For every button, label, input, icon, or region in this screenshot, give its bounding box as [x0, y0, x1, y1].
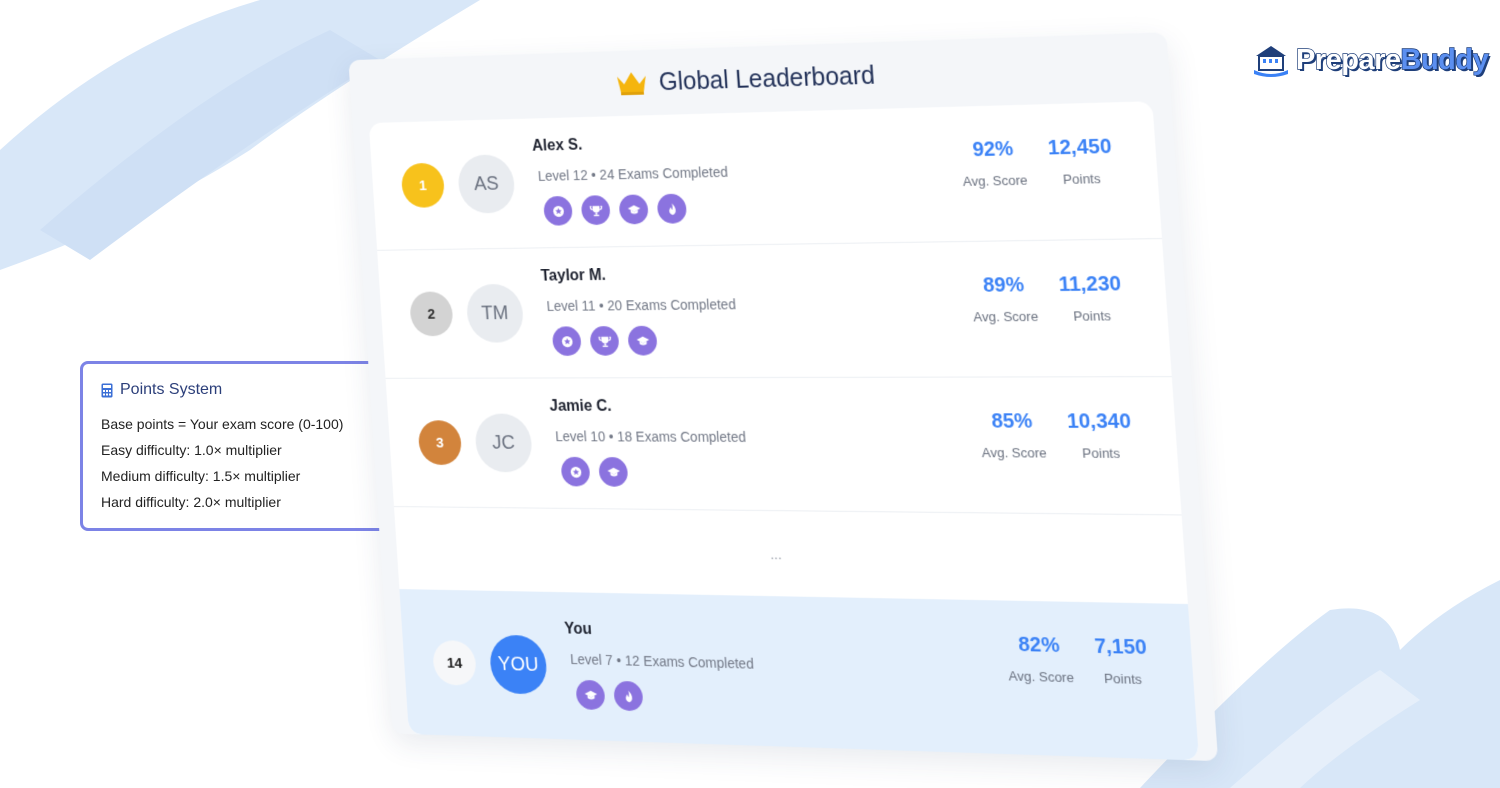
star-icon[interactable]	[552, 326, 582, 356]
fire-icon[interactable]	[656, 194, 687, 224]
graduation-cap-icon[interactable]	[618, 194, 649, 224]
points-label: Points	[1050, 171, 1115, 188]
achievement-badges	[560, 457, 749, 488]
avg-score: 82% Avg. Score	[1006, 633, 1075, 685]
points-value: 7,150	[1094, 635, 1148, 660]
achievement-badges	[575, 680, 757, 715]
avg-score: 89% Avg. Score	[970, 274, 1038, 325]
points-label: Points	[1096, 670, 1149, 687]
leaderboard-gap: ...	[394, 507, 1188, 604]
building-icon	[1252, 42, 1290, 78]
rank-badge: 3	[417, 420, 462, 465]
points: 7,150 Points	[1094, 635, 1150, 687]
avg-score-label: Avg. Score	[962, 172, 1028, 189]
user-info: Taylor M. Level 11 • 20 Exams Completed	[539, 245, 741, 377]
avg-score-value: 92%	[960, 138, 1026, 163]
points-value: 12,450	[1047, 135, 1112, 160]
brand-name: PrepareBuddy	[1296, 46, 1488, 75]
trophy-icon[interactable]	[581, 195, 611, 225]
user-stats: 85% Avg. Score 10,340 Points	[979, 410, 1134, 461]
points: 11,230 Points	[1058, 273, 1124, 324]
avatar: TM	[465, 284, 524, 343]
avg-score-label: Avg. Score	[973, 309, 1039, 325]
points-value: 11,230	[1058, 273, 1122, 297]
achievement-badges	[552, 325, 740, 356]
trophy-icon[interactable]	[589, 326, 619, 356]
current-user-row[interactable]: 14 YOU You Level 7 • 12 Exams Completed …	[399, 589, 1199, 760]
brand-logo[interactable]: PrepareBuddy	[1252, 42, 1488, 78]
points-label: Points	[1060, 308, 1124, 324]
points: 10,340 Points	[1066, 410, 1133, 461]
user-meta: Level 11 • 20 Exams Completed	[546, 296, 736, 314]
avatar: AS	[457, 154, 516, 213]
points-rule: Hard difficulty: 2.0× multiplier	[101, 489, 404, 515]
user-name: Alex S.	[532, 133, 727, 156]
user-stats: 92% Avg. Score 12,450 Points	[960, 135, 1114, 189]
leaderboard-row[interactable]: 1 AS Alex S. Level 12 • 24 Exams Complet…	[369, 101, 1162, 251]
brand-name-part1: Prepare	[1296, 44, 1401, 76]
user-stats: 82% Avg. Score 7,150 Points	[1006, 633, 1150, 687]
calculator-icon	[101, 383, 113, 398]
user-name: Taylor M.	[540, 265, 734, 285]
avg-score-label: Avg. Score	[1008, 668, 1074, 685]
points-system-title: Points System	[120, 381, 222, 399]
leaderboard-title: Global Leaderboard	[658, 61, 876, 97]
user-meta: Level 10 • 18 Exams Completed	[555, 428, 747, 445]
graduation-cap-icon[interactable]	[575, 680, 605, 710]
avg-score-value: 82%	[1006, 633, 1073, 658]
user-name: Jamie C.	[549, 398, 744, 416]
graduation-cap-icon[interactable]	[627, 326, 658, 356]
brand-name-part2: Buddy	[1401, 44, 1489, 76]
avg-score-value: 85%	[979, 410, 1046, 434]
points-rule: Medium difficulty: 1.5× multiplier	[101, 463, 404, 489]
graduation-cap-icon[interactable]	[598, 457, 628, 487]
crown-icon	[614, 70, 648, 97]
avg-score: 92% Avg. Score	[960, 138, 1028, 189]
user-meta: Level 7 • 12 Exams Completed	[570, 651, 755, 672]
leaderboard-row[interactable]: 3 JC Jamie C. Level 10 • 18 Exams Comple…	[386, 377, 1182, 515]
points-system-header: Points System	[101, 381, 404, 399]
points-value: 10,340	[1066, 410, 1131, 434]
points-rule: Easy difficulty: 1.0× multiplier	[101, 437, 404, 463]
rank-badge: 2	[409, 291, 454, 336]
avatar: YOU	[489, 635, 549, 695]
user-info: You Level 7 • 12 Exams Completed	[562, 592, 759, 746]
star-icon[interactable]	[543, 196, 573, 226]
leaderboard-list: 1 AS Alex S. Level 12 • 24 Exams Complet…	[369, 101, 1199, 760]
star-icon[interactable]	[560, 457, 590, 487]
avg-score-value: 89%	[970, 274, 1036, 298]
user-info: Jamie C. Level 10 • 18 Exams Completed	[548, 378, 751, 510]
points-label: Points	[1069, 445, 1134, 461]
points-rule: Base points = Your exam score (0-100)	[101, 411, 404, 437]
rank-badge: 14	[432, 640, 477, 686]
avg-score-label: Avg. Score	[981, 445, 1047, 461]
points: 12,450 Points	[1047, 135, 1114, 187]
user-name: You	[564, 621, 752, 643]
user-info: Alex S. Level 12 • 24 Exams Completed	[530, 113, 732, 247]
avg-score: 85% Avg. Score	[979, 410, 1047, 460]
rank-badge: 1	[400, 163, 445, 208]
user-meta: Level 12 • 24 Exams Completed	[537, 164, 728, 184]
avatar: JC	[474, 414, 534, 473]
fire-icon[interactable]	[613, 681, 644, 711]
leaderboard-row[interactable]: 2 TM Taylor M. Level 11 • 20 Exams Compl…	[377, 239, 1172, 379]
user-stats: 89% Avg. Score 11,230 Points	[970, 273, 1123, 325]
achievement-badges	[543, 193, 731, 226]
leaderboard-panel: Global Leaderboard 1 AS Alex S. Level 12…	[348, 32, 1218, 761]
